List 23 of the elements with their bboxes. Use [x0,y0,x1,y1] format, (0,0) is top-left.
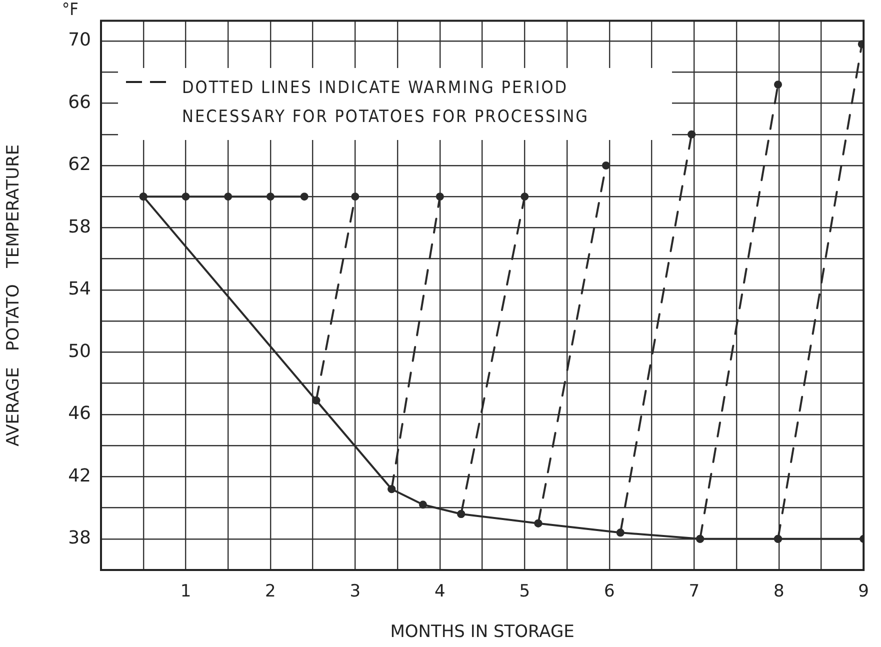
y-tick-label: 38 [68,528,91,549]
x-tick-label: 7 [688,582,700,602]
y-tick-label: 58 [68,216,91,238]
text: °F [62,0,78,20]
x-tick-label: 2 [265,582,276,602]
x-tick-label: 5 [519,582,530,602]
annotation: DOTTED LINES INDICATE WARMING PERIOD NECESSARY FOR POTATOES FOR PROCESSING [182,77,589,129]
note-box: DOTTED LINES INDICATE WARMING PERIOD NECESSARY FOR POTATOES FOR PROCESSING [118,68,672,140]
y-tick-label: 42 [68,465,91,486]
x-tick-label: 8 [773,582,784,602]
x-axis-title: MONTHS IN STORAGE [390,622,574,642]
x-tick-label: 9 [858,582,870,602]
y-tick-label: 70 [68,30,91,51]
x-tick-label: 1 [180,582,192,602]
y-tick-label: 54 [68,278,91,300]
x-tick-label: 3 [350,582,361,602]
y-tick-label: 62 [68,154,91,176]
x-tick-label: 4 [434,582,446,602]
x-tick-label: 6 [604,582,615,602]
y-tick-label: 66 [68,92,91,113]
y-tick-label: 50 [68,340,91,362]
y-axis-title: AVERAGE POTATO TEMPERATURE [4,144,24,446]
y-tick-label: 46 [68,403,91,424]
